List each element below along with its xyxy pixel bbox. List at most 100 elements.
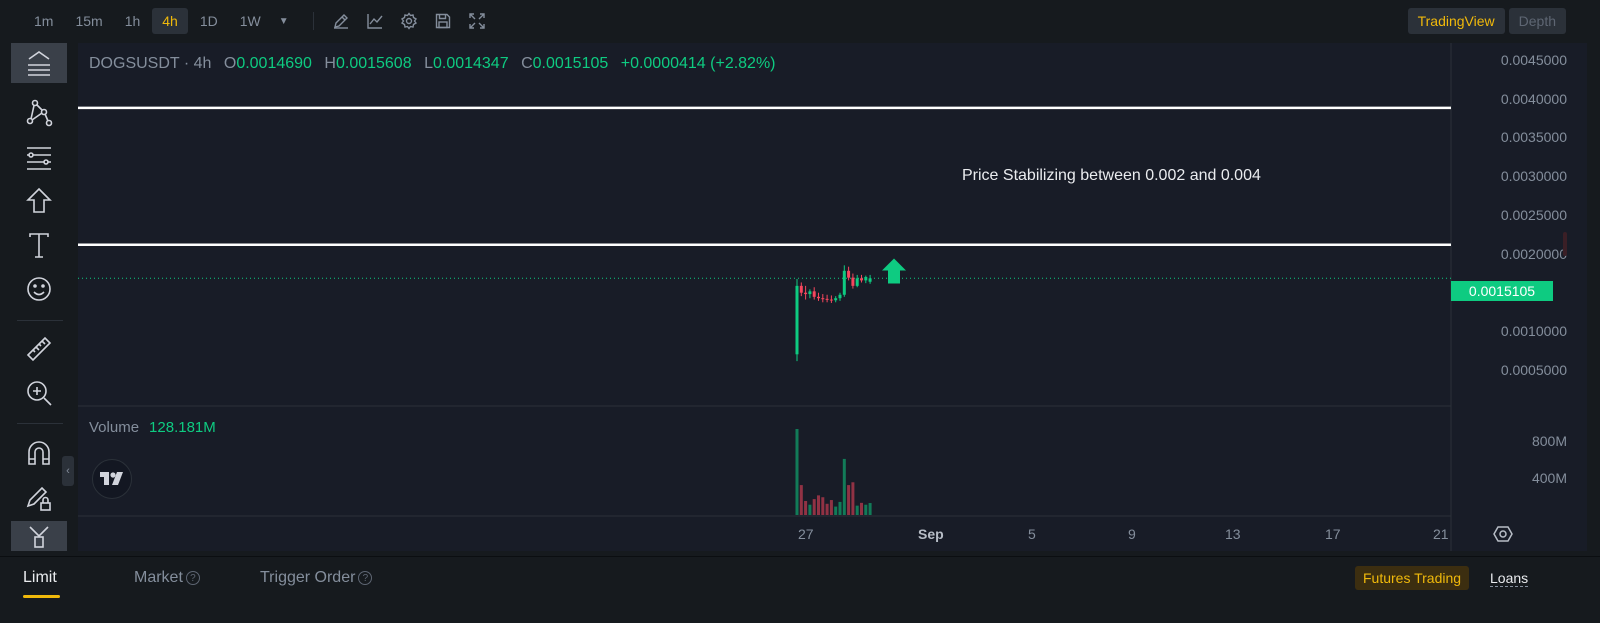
volume-bar [804,500,808,515]
tab-trigger-order[interactable]: Trigger Order? [260,569,373,587]
arrow-up-drawing [882,258,906,284]
interval-selector: 1m 15m 1h 4h 1D 1W ▼ [24,8,303,34]
x-tick: 21 [1433,526,1449,542]
candle-body [851,277,855,286]
save-icon[interactable] [426,7,460,35]
help-icon[interactable]: ? [358,571,373,585]
volume-legend: Volume 128.181M [89,419,216,436]
candle-body [817,296,820,299]
volume-bar [812,499,816,515]
candle-body [804,292,808,295]
interval-dropdown-icon[interactable]: ▼ [278,15,289,27]
pattern-icon[interactable] [11,92,67,132]
hide-drawings-icon[interactable] [11,521,67,551]
open-key: O [223,55,237,72]
indicators-icon[interactable] [358,7,392,35]
settings-icon[interactable] [392,7,426,35]
volume-bar [799,485,803,515]
interval-4h[interactable]: 4h [152,8,188,34]
candle-body [834,298,838,301]
y-tick: 0.0020000 [1500,246,1567,262]
symbol-label: DOGSUSDT · 4h [89,55,212,72]
arrow-up-icon[interactable] [11,181,67,221]
low-key: L [424,55,433,72]
chart-toolbar: 1m 15m 1h 4h 1D 1W ▼ TradingView Depth [0,0,1600,42]
interval-15m[interactable]: 15m [75,13,103,29]
pencil-icon[interactable] [324,7,358,35]
y-tick: 0.0040000 [1500,91,1567,107]
volume-tick: 400M [1531,470,1567,486]
loans-link[interactable]: Loans [1490,570,1529,587]
fib-icon[interactable] [11,137,67,177]
chart-canvas [78,43,1452,551]
tab-limit[interactable]: Limit [23,569,57,587]
candle-body [838,294,842,299]
view-tabs: TradingView Depth [1404,8,1566,34]
volume-bar [847,485,851,515]
tradingview-logo[interactable] [92,459,132,499]
fullscreen-icon[interactable] [460,7,494,35]
zoom-in-icon[interactable] [11,373,67,413]
ohlc-legend: DOGSUSDT · 4h O0.0014690 H0.0015608 L0.0… [89,55,776,73]
toolbar-divider [17,320,63,321]
high-value: 0.0015608 [335,55,412,72]
x-tick: 5 [1028,526,1036,542]
cursor-icon[interactable] [11,43,67,83]
candle-body [795,285,799,355]
volume-bar [829,500,833,515]
volume-bar [808,504,812,515]
y-tick: 0.0030000 [1500,168,1567,184]
tab-market[interactable]: Market? [134,569,200,587]
magnet-icon[interactable] [11,433,67,473]
open-value: 0.0014690 [236,55,312,72]
price-chart[interactable]: DOGSUSDT · 4h O0.0014690 H0.0015608 L0.0… [78,43,1587,551]
volume-bar [821,497,825,515]
volume-bar [868,503,872,515]
candle-body [829,299,833,301]
candle-body [821,298,825,300]
futures-trading-button[interactable]: Futures Trading [1355,566,1470,590]
interval-1w[interactable]: 1W [239,13,261,29]
candle-body [847,270,851,278]
x-tick: 27 [798,526,814,542]
candle-body [860,278,863,281]
drawing-toolbar [7,43,71,551]
volume-bar [864,504,868,515]
candle-body [812,291,816,297]
ruler-icon[interactable] [11,329,67,369]
interval-1d[interactable]: 1D [199,13,218,29]
y-tick: 0.0045000 [1500,52,1567,68]
tab-limit-label: Limit [23,569,57,586]
y-tick: 0.0005000 [1500,362,1567,378]
lock-drawing-icon[interactable] [11,477,67,517]
tab-market-label: Market [134,569,183,586]
candle-body [825,298,829,300]
x-tick: 13 [1225,526,1241,542]
help-icon[interactable]: ? [185,571,200,585]
tab-depth[interactable]: Depth [1508,8,1566,34]
volume-bar [838,501,842,515]
scrollbar-marker[interactable] [1563,232,1567,256]
text-icon[interactable] [11,225,67,265]
low-value: 0.0014347 [432,55,509,72]
emoji-icon[interactable] [11,269,67,309]
volume-bar [860,502,863,515]
chart-settings-icon[interactable] [1490,521,1516,547]
volume-label: Volume [89,419,140,436]
candle-body [855,278,859,286]
tab-tradingview[interactable]: TradingView [1407,8,1505,34]
close-value: 0.0015105 [532,55,609,72]
candle-body [864,276,868,281]
collapse-toolbar-button[interactable]: ‹ [62,456,74,486]
order-panel: Limit Market? Trigger Order? Futures Tra… [0,556,1600,623]
close-key: C [521,55,533,72]
chart-annotation[interactable]: Price Stabilizing between 0.002 and 0.00… [962,167,1261,184]
interval-1m[interactable]: 1m [34,13,54,29]
x-tick: Sep [918,526,944,542]
y-tick: 0.0010000 [1500,323,1567,339]
volume-bar [825,503,829,515]
interval-1h[interactable]: 1h [124,13,141,29]
tab-trigger-label: Trigger Order [260,569,356,586]
x-tick: 17 [1325,526,1341,542]
volume-bar [834,506,838,515]
